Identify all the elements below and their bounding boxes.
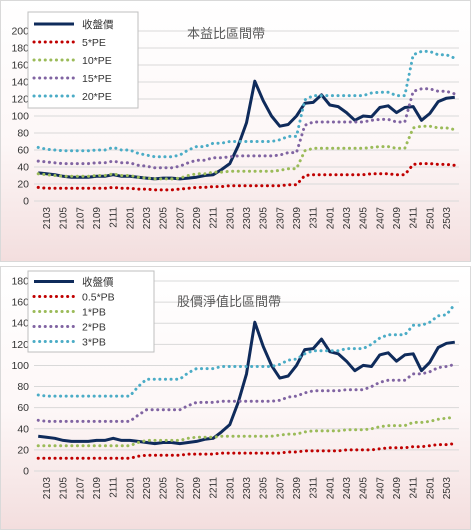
x-tick-label: 2411 (409, 477, 420, 499)
legend-label: 3*PB (82, 337, 106, 349)
x-tick-label: 2309 (292, 477, 303, 500)
x-tick-label: 2503 (442, 477, 453, 500)
y-tick-label: 20 (17, 444, 29, 456)
series-line-1 (36, 442, 457, 460)
x-tick-label: 2403 (342, 477, 353, 500)
x-tick-label: 2401 (325, 477, 336, 500)
x-tick-label: 2201 (125, 207, 136, 230)
x-tick-label: 2503 (442, 207, 453, 230)
x-tick-label: 2501 (425, 477, 436, 500)
pb-band-chart-panel: 0 20 40 60 80 100 120 140 160 180 2103 2105 2107 2109… (0, 266, 471, 530)
series-line-4 (36, 49, 457, 159)
x-tick-label: 2203 (142, 477, 153, 500)
chart-title: 股價淨值比區間帶 (177, 294, 281, 309)
x-tick-label: 2109 (92, 477, 103, 500)
x-tick-label: 2405 (359, 477, 370, 500)
series-line-1 (36, 162, 457, 192)
x-tick-label: 2111 (109, 477, 120, 498)
legend-label: 收盤價 (82, 18, 114, 31)
y-tick-label: 80 (17, 128, 29, 140)
pe-band-chart-panel: 0 20 40 60 80 100 120 140 160 180 200 2103 2105 2107 2… (0, 0, 471, 262)
x-tick-label: 2107 (75, 207, 86, 230)
series-line-4 (36, 302, 457, 398)
chart-title: 本益比區間帶 (187, 26, 265, 41)
x-tick-label: 2311 (309, 207, 320, 229)
y-tick-label: 100 (11, 111, 29, 123)
y-tick-label: 200 (11, 26, 29, 38)
x-tick-label: 2305 (259, 477, 270, 500)
x-tick-label: 2107 (75, 477, 86, 500)
x-tick-label: 2111 (109, 207, 120, 228)
legend-label: 0.5*PB (82, 292, 115, 304)
series-line-0 (38, 79, 455, 181)
y-tick-label: 20 (17, 179, 29, 191)
x-tick-label: 2205 (159, 207, 170, 230)
y-tick-label: 60 (17, 402, 29, 414)
x-tick-label: 2105 (59, 477, 70, 500)
series-line-2 (36, 124, 457, 181)
legend-label: 5*PE (82, 37, 106, 49)
x-tick-label: 2301 (225, 477, 236, 500)
x-tick-label: 2307 (275, 207, 286, 230)
x-tick-label: 2103 (42, 477, 53, 500)
legend-box (27, 270, 155, 353)
legend-label: 20*PE (82, 91, 112, 103)
x-tick-label: 2403 (342, 207, 353, 230)
series-line-0 (38, 320, 455, 446)
x-tick-label: 2311 (309, 477, 320, 499)
x-tick-label: 2307 (275, 477, 286, 500)
series-line-3 (36, 362, 457, 423)
y-tick-label: 40 (17, 423, 29, 435)
y-tick-label: 120 (11, 94, 29, 106)
x-tick-label: 2109 (92, 207, 103, 230)
pe-band-chart: 0 20 40 60 80 100 120 140 160 180 200 2103 2105 2107 2… (11, 11, 459, 230)
y-tick-label: 140 (11, 318, 29, 330)
y-tick-label: 0 (23, 466, 29, 478)
x-tick-label: 2409 (392, 477, 403, 500)
legend-label: 15*PE (82, 73, 112, 85)
x-tick-label: 2207 (175, 477, 186, 500)
x-tick-label: 2401 (325, 207, 336, 230)
x-tick-label: 2305 (259, 207, 270, 230)
y-tick-label: 160 (11, 297, 29, 309)
x-tick-label: 2203 (142, 207, 153, 230)
x-tick-label: 2309 (292, 207, 303, 230)
y-tick-label: 0 (23, 196, 29, 208)
x-tick-label: 2409 (392, 207, 403, 230)
x-tick-label: 2211 (209, 207, 220, 229)
y-tick-label: 180 (11, 276, 29, 288)
x-tick-label: 2209 (192, 207, 203, 230)
x-tick-label: 2201 (125, 477, 136, 500)
x-tick-label: 2105 (59, 207, 70, 230)
x-tick-label: 2301 (225, 207, 236, 230)
x-tick-label: 2411 (409, 207, 420, 229)
x-tick-label: 2103 (42, 207, 53, 230)
y-tick-label: 100 (11, 360, 29, 372)
y-tick-label: 40 (17, 162, 29, 174)
legend-label: 10*PE (82, 55, 112, 67)
y-tick-label: 80 (17, 381, 29, 393)
x-tick-label: 2205 (159, 477, 170, 500)
legend-label: 1*PB (82, 307, 106, 319)
legend-label: 2*PB (82, 322, 106, 334)
x-tick-label: 2209 (192, 477, 203, 500)
x-tick-label: 2303 (242, 477, 253, 500)
y-tick-label: 120 (11, 339, 29, 351)
x-tick-label: 2211 (209, 477, 220, 499)
x-tick-label: 2207 (175, 207, 186, 230)
legend-label: 收盤價 (82, 276, 114, 289)
y-tick-label: 60 (17, 145, 29, 157)
x-tick-label: 2407 (375, 207, 386, 230)
x-tick-label: 2407 (375, 477, 386, 500)
x-tick-label: 2303 (242, 207, 253, 230)
y-tick-label: 180 (11, 43, 29, 55)
pb-band-chart: 0 20 40 60 80 100 120 140 160 180 2103 2105 2107 2109… (11, 270, 459, 500)
x-tick-label: 2405 (359, 207, 370, 230)
y-tick-label: 160 (11, 60, 29, 72)
x-tick-label: 2501 (425, 207, 436, 230)
y-tick-label: 140 (11, 77, 29, 89)
